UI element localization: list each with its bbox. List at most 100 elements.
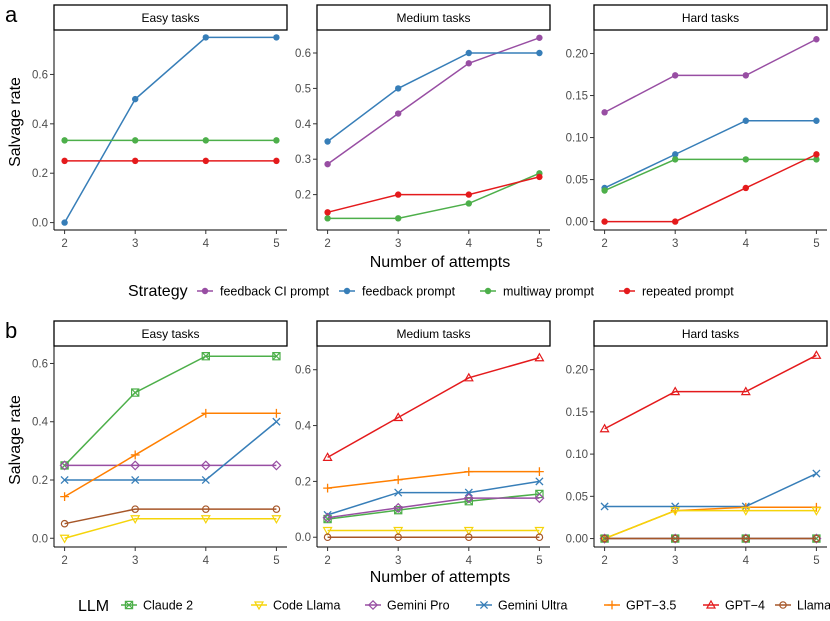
data-point <box>272 351 281 361</box>
data-point <box>394 215 402 222</box>
data-point <box>600 502 609 511</box>
series-line-multiway-prompt <box>327 172 540 220</box>
data-point <box>811 507 822 516</box>
data-point <box>536 49 543 57</box>
data-point <box>393 475 403 485</box>
y-tick-label: 0.6 <box>32 69 48 81</box>
x-tick-label: 4 <box>466 555 473 567</box>
data-point <box>131 505 139 513</box>
x-tick-label: 4 <box>203 238 210 250</box>
data-point <box>671 151 679 158</box>
data-point <box>463 493 474 504</box>
legend-key-marker <box>124 600 134 610</box>
series-gpt-3-5 <box>323 467 544 493</box>
y-tick-label: 0.4 <box>295 119 312 131</box>
data-point <box>465 60 473 67</box>
data-point <box>813 151 820 158</box>
panel-a-ylabel: Salvage rate <box>7 77 24 167</box>
y-tick-label: 0.3 <box>295 154 311 166</box>
data-point <box>742 534 750 543</box>
x-tick-label: 3 <box>132 555 138 567</box>
data-point <box>671 72 679 79</box>
series-feedback-prompt <box>324 49 543 145</box>
data-point <box>200 515 211 524</box>
data-point <box>465 200 473 207</box>
y-tick-label: 0.00 <box>566 534 588 546</box>
y-tick-label: 0.20 <box>566 49 588 61</box>
x-tick-label: 3 <box>672 555 678 567</box>
data-point <box>60 492 69 502</box>
x-tick-label: 5 <box>813 555 819 567</box>
series-code-llama <box>599 507 822 544</box>
data-point <box>273 34 280 41</box>
y-tick-label: 0.2 <box>295 190 311 202</box>
data-point <box>324 138 331 145</box>
data-point <box>324 209 331 216</box>
series-line-code-llama <box>64 517 277 539</box>
legend-label: Llama 2 <box>797 599 830 613</box>
legend-label: Claude 2 <box>143 599 193 613</box>
y-tick-label: 0.10 <box>566 133 588 145</box>
x-tick-label: 3 <box>395 238 401 250</box>
data-point <box>59 534 70 544</box>
panel-b-facet-easy-tasks: Easy tasks 0.0 0.2 0.4 0.6 2 3 4 5 <box>32 320 288 567</box>
series-line-claude-2 <box>64 355 277 466</box>
data-point <box>271 515 282 524</box>
y-tick-label: 0.6 <box>295 48 311 60</box>
series-llama-2 <box>600 534 821 543</box>
series-code-llama <box>59 515 282 544</box>
data-point <box>131 157 139 165</box>
series-line-feedback-ci-prompt <box>604 38 817 114</box>
series-line-gpt-3-5 <box>64 412 277 498</box>
data-point <box>61 157 68 165</box>
data-point <box>464 467 474 477</box>
data-point <box>394 191 402 198</box>
series-line-feedback-ci-prompt <box>327 37 540 165</box>
legend-b: LLM Claude 2 Code Llama Gemini Pro Gemini U… <box>78 598 830 615</box>
y-tick-label: 0.2 <box>295 476 311 488</box>
data-point <box>465 191 473 198</box>
data-point <box>323 483 332 493</box>
x-tick-label: 4 <box>743 555 750 567</box>
facet-title: Easy tasks <box>141 11 199 25</box>
x-tick-label: 2 <box>601 555 607 567</box>
series-line-feedback-prompt <box>327 52 540 143</box>
y-tick-label: 0.2 <box>32 475 48 487</box>
series-gpt-3-5 <box>600 502 821 543</box>
data-point <box>394 488 403 497</box>
data-point <box>599 423 610 433</box>
series-line-gemini-ultra <box>64 421 277 481</box>
legend-label: Code Llama <box>273 599 340 613</box>
data-point <box>464 488 473 497</box>
data-point <box>61 137 68 144</box>
legend-a: Strategy feedback CI prompt feedback prom… <box>128 283 734 300</box>
y-tick-label: 0.6 <box>32 358 48 370</box>
data-point <box>130 450 140 460</box>
panel-b-facet-hard-tasks: Hard tasks 0.00 0.05 0.10 0.15 0.20 2 3 4 5 <box>566 320 828 567</box>
x-tick-label: 2 <box>324 555 330 567</box>
y-tick-label: 0.4 <box>32 119 49 131</box>
series-line-multiway-prompt <box>604 158 817 192</box>
series-line-repeated-prompt <box>604 153 817 223</box>
facet-strip <box>593 320 828 347</box>
data-point <box>534 526 545 536</box>
data-point <box>202 137 210 144</box>
panel-b-facets: Easy tasks 0.0 0.2 0.4 0.6 2 3 4 5 Medium tasks 0.… <box>32 320 828 567</box>
data-point <box>813 36 820 43</box>
legend-item-feedback-ci-prompt: feedback CI prompt <box>197 285 330 299</box>
series-line-code-llama <box>604 509 817 540</box>
data-point <box>393 526 404 536</box>
legend-label: Gemini Ultra <box>498 599 568 613</box>
series-line-repeated-prompt <box>327 176 540 214</box>
series-gemini-ultra <box>600 469 821 511</box>
legend-item-gemini-pro: Gemini Pro <box>365 599 450 613</box>
series-multiway-prompt <box>61 137 280 144</box>
y-tick-label: 0.10 <box>566 449 588 461</box>
y-tick-label: 0.6 <box>295 365 311 377</box>
data-point <box>394 533 402 542</box>
data-point <box>670 507 681 516</box>
legend-label: GPT−3.5 <box>626 599 676 613</box>
panel-b-ylabel: Salvage rate <box>7 395 24 485</box>
data-point <box>671 218 679 225</box>
legend-label: feedback CI prompt <box>220 285 330 299</box>
